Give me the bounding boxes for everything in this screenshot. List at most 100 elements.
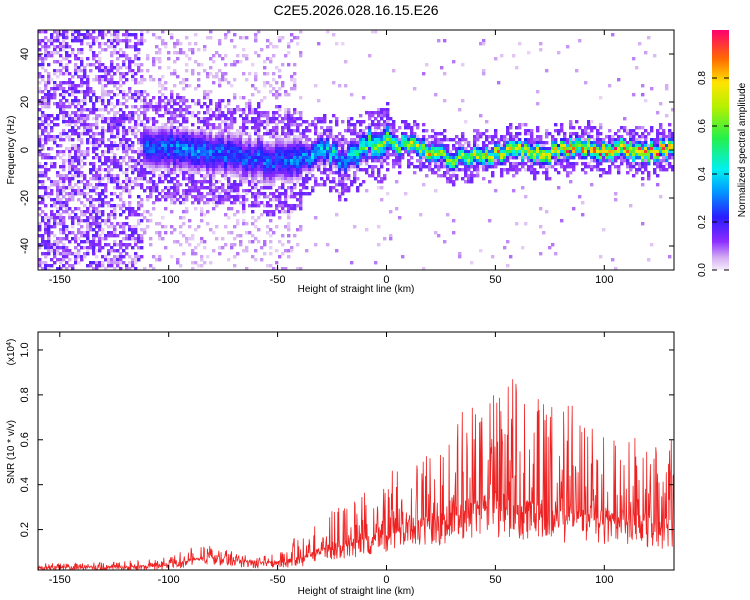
spectrogram-cell [566,162,570,166]
spectrogram-cell [419,162,423,166]
spectrogram-cell [59,189,63,193]
spectrogram-cell [104,108,108,112]
spectrogram-cell [179,183,183,187]
spectrogram-cell [59,81,63,85]
spectrogram-cell [200,144,204,148]
spectrogram-cell [59,207,63,211]
spectrogram-cell [326,168,330,172]
spectrogram-cell [101,141,105,145]
spectrogram-cell [212,153,216,157]
spectrogram-cell [227,117,231,121]
spectrogram-cell [56,30,60,34]
spectrogram-cell [335,249,339,253]
spectrogram-cell [254,180,258,184]
spectrogram-cell [257,123,261,127]
spectrogram-cell [170,114,174,118]
spectrogram-cell [518,150,522,154]
spectrogram-cell [260,174,264,178]
spectrogram-cell [200,117,204,121]
spectrogram-cell [197,48,201,52]
spectrogram-cell [290,246,294,250]
spectrogram-cell [41,126,45,130]
spectrogram-cell [281,168,285,172]
spectrogram-cell [77,207,81,211]
spectrogram-cell [134,243,138,247]
spectrogram-cell [191,252,195,256]
spectrogram-cell [59,237,63,241]
spectrogram-cell [83,96,87,100]
spectrogram-cell [326,243,330,247]
spectrogram-cell [539,42,543,46]
spectrogram-cell [290,195,294,199]
spectrogram-cell [143,114,147,118]
spectrogram-cell [311,153,315,157]
spectrogram-cell [236,105,240,109]
spectrogram-cell [188,57,192,61]
spectrogram-cell [161,180,165,184]
spectrogram-cell [317,159,321,163]
spectrogram-cell [374,123,378,127]
spectrogram-cell [149,141,153,145]
spectrogram-cell [143,141,147,145]
spectrogram-cell [512,156,516,160]
spectrogram-cell [89,42,93,46]
spectrogram-cell [38,180,42,184]
spectrogram-cell [194,141,198,145]
spectrogram-cell [71,168,75,172]
spectrogram-cell [188,147,192,151]
spectrogram-cell [230,117,234,121]
spectrogram-cell [389,144,393,148]
spectrogram-cell [308,165,312,169]
spectrogram-cell [455,150,459,154]
spectrogram-cell [212,186,216,190]
spectrogram-cell [98,132,102,136]
spectrogram-cell [41,171,45,175]
spectrogram-cell [101,75,105,79]
spectrogram-cell [47,216,51,220]
spectrogram-cell [113,36,117,40]
spectrogram-cell [107,180,111,184]
spectrogram-cell [200,240,204,244]
spectrogram-cell [74,192,78,196]
spectrogram-cell [194,189,198,193]
spectrogram-cell [197,126,201,130]
spectrogram-cell [113,243,117,247]
spectrogram-cell [56,198,60,202]
spectrogram-cell [233,108,237,112]
spectrogram-cell [611,144,615,148]
spectrogram-cell [215,144,219,148]
spectrogram-cell [398,144,402,148]
spectrogram-cell [62,228,66,232]
spectrogram-cell [500,138,504,142]
spectrogram-cell [80,132,84,136]
spectrogram-cell [194,180,198,184]
spectrogram-cell [110,132,114,136]
spectrogram-cell [80,159,84,163]
spectrogram-cell [50,36,54,40]
spectrogram-cell [281,201,285,205]
spectrogram-cell [254,108,258,112]
spectrogram-cell [107,45,111,49]
spectrogram-cell [269,186,273,190]
spectrogram-cell [182,120,186,124]
spectrogram-cell [503,147,507,151]
spectrogram-cell [122,111,126,115]
spectrogram-cell [350,153,354,157]
spectrogram-cell [359,135,363,139]
spectrogram-cell [188,180,192,184]
spectrogram-cell [224,192,228,196]
spectrogram-cell [563,135,567,139]
spectrogram-cell [173,51,177,55]
spectrogram-cell [287,186,291,190]
spectrogram-cell [437,150,441,154]
spectrogram-cell [512,135,516,139]
spectrogram-cell [83,120,87,124]
spectrogram-cell [338,165,342,169]
spectrogram-cell [182,108,186,112]
spectrogram-cell [89,240,93,244]
spectrogram-cell [50,33,54,37]
spectrogram-cell [95,99,99,103]
spectrogram-cell [494,147,498,151]
spectrogram-cell [167,174,171,178]
spectrogram-cell [140,234,144,238]
